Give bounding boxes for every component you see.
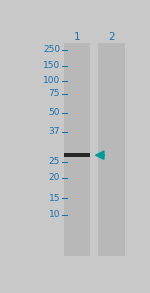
Text: 150: 150 [43,61,60,70]
Text: 75: 75 [48,89,60,98]
Text: 50: 50 [48,108,60,117]
Text: 15: 15 [48,194,60,202]
Bar [63,43,90,256]
Bar [63,153,90,157]
Bar [98,43,125,256]
Text: 10: 10 [48,210,60,219]
Text: 2: 2 [108,32,114,42]
Text: 20: 20 [49,173,60,182]
Text: 25: 25 [49,157,60,166]
Text: 250: 250 [43,45,60,54]
Text: 1: 1 [74,32,80,42]
Text: 100: 100 [43,76,60,85]
Text: 37: 37 [48,127,60,136]
